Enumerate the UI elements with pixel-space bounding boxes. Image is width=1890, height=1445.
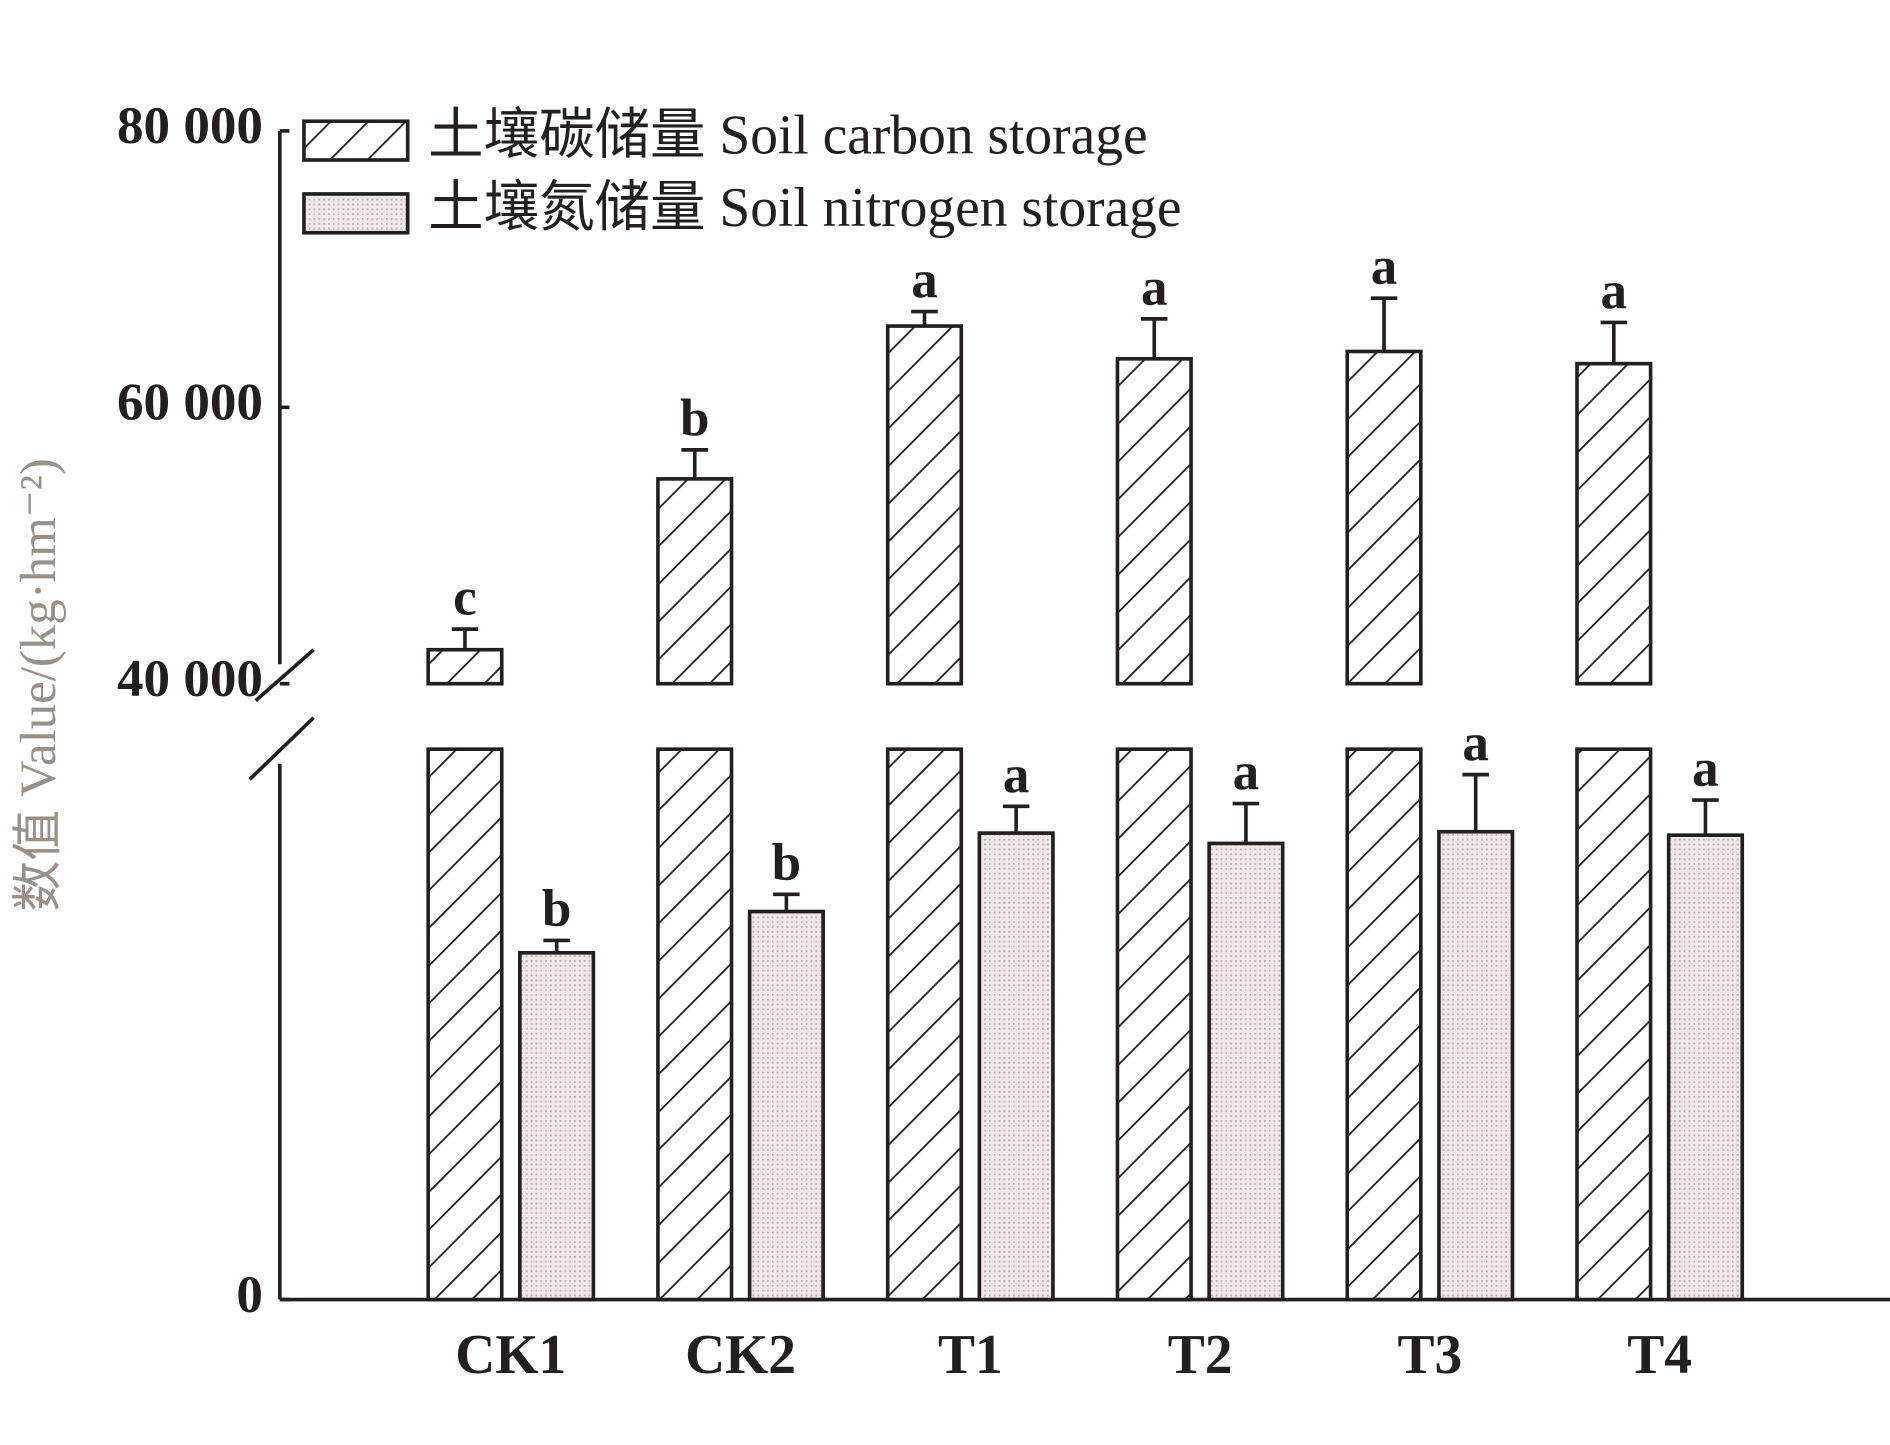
bar <box>1575 361 1653 686</box>
bar <box>1345 349 1423 686</box>
break-mark <box>254 648 315 703</box>
significance-letter: c <box>453 568 477 627</box>
x-tick-label: T3 <box>1397 1324 1462 1386</box>
x-tick-label: T2 <box>1168 1324 1233 1386</box>
y-tick-label: 60 000 <box>117 372 263 431</box>
bar <box>426 747 504 1302</box>
bar <box>1575 747 1653 1302</box>
axis-break <box>248 648 315 781</box>
bar <box>1115 356 1193 686</box>
legend-swatch <box>302 192 410 235</box>
significance-letter: a <box>911 250 938 309</box>
significance-letter: a <box>1371 237 1398 296</box>
significance-letter: a <box>1462 713 1489 772</box>
significance-letter: a <box>1692 739 1719 798</box>
significance-letter: a <box>1601 261 1628 320</box>
significance-letter: a <box>1233 742 1260 801</box>
y-tick-label: 40 000 <box>117 649 263 708</box>
bar <box>518 950 596 1302</box>
bar <box>656 477 734 686</box>
bar <box>1437 829 1515 1302</box>
x-tick-label: T1 <box>938 1324 1003 1386</box>
bar <box>656 747 734 1302</box>
x-tick-label: CK1 <box>455 1324 566 1386</box>
y-axis-label: 数值 Value/(kg·hm⁻²) <box>10 458 66 911</box>
y-tick-label: 80 000 <box>117 96 263 155</box>
x-tick-label: CK2 <box>685 1324 796 1386</box>
bar <box>1345 747 1423 1302</box>
bar <box>885 324 964 686</box>
legend-swatch <box>302 119 410 162</box>
bar <box>426 647 504 686</box>
significance-letter: b <box>542 879 572 938</box>
y-tick-label: 0 <box>236 1265 263 1324</box>
bar <box>885 747 964 1302</box>
legend-label: 土壤碳储量 Soil carbon storage <box>428 104 1147 166</box>
bar <box>1666 833 1745 1302</box>
significance-letter: b <box>772 833 802 892</box>
significance-letter: b <box>680 388 710 447</box>
legend-label: 土壤氮储量 Soil nitrogen storage <box>428 177 1181 239</box>
bar <box>747 909 825 1302</box>
bar <box>977 831 1055 1302</box>
significance-letter: a <box>1003 745 1030 804</box>
x-tick-label: T4 <box>1627 1324 1692 1386</box>
break-mark <box>248 716 315 781</box>
bar <box>1207 841 1285 1302</box>
bar <box>1115 747 1193 1302</box>
significance-letter: a <box>1141 257 1168 316</box>
